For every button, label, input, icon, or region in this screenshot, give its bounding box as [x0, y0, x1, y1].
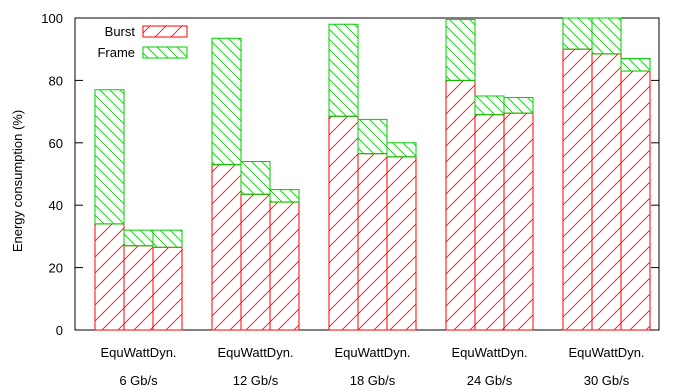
bar-burst-g2-b2 [240, 193, 271, 331]
bar-burst-g2-b3 [269, 201, 300, 331]
bar-burst-g4-b2 [474, 114, 505, 331]
bar-burst-g3-b2 [357, 153, 388, 331]
bar-burst-g5-b2 [591, 53, 622, 331]
bar-burst-g5-b3 [620, 70, 651, 331]
bar-frame-g5-b3 [620, 58, 651, 72]
x-group-label: 12 Gb/s [233, 373, 279, 388]
bar-frame-g4-b3 [503, 97, 534, 114]
y-tick-label: 80 [49, 73, 63, 88]
bar-frame-g1-b3 [152, 229, 183, 248]
bar-burst-g2-b1 [211, 164, 242, 331]
bar-frame-g2-b1 [211, 37, 242, 166]
bar-frame-g3-b3 [386, 142, 417, 158]
bar-frame-g5-b2 [591, 17, 622, 55]
bar-burst-g4-b3 [503, 112, 534, 331]
legend-swatch-frame [142, 46, 188, 59]
bars-layer [94, 17, 651, 331]
y-tick-label: 20 [49, 261, 63, 276]
bar-burst-g5-b1 [562, 48, 593, 331]
y-tick-label: 60 [49, 136, 63, 151]
x-group-label: 30 Gb/s [584, 373, 630, 388]
bar-burst-g1-b1 [94, 223, 125, 331]
bar-frame-g4-b2 [474, 95, 505, 116]
legend-label-burst: Burst [105, 24, 136, 39]
bar-frame-g3-b2 [357, 118, 388, 155]
legend-swatch-burst [142, 25, 188, 38]
y-tick-label: 40 [49, 198, 63, 213]
bar-burst-g1-b3 [152, 246, 183, 331]
x-group-label: 24 Gb/s [467, 373, 513, 388]
bar-frame-g5-b1 [562, 17, 593, 50]
bar-burst-g3-b3 [386, 156, 417, 331]
bar-frame-g3-b1 [328, 23, 359, 117]
x-group-label: 18 Gb/s [350, 373, 396, 388]
bar-frame-g1-b2 [123, 229, 154, 247]
y-tick-label: 100 [41, 11, 63, 26]
bar-frame-g2-b3 [269, 189, 300, 203]
bar-burst-g3-b1 [328, 115, 359, 331]
x-bar-labels: EquWattDyn. [217, 345, 293, 360]
bar-frame-g4-b1 [445, 19, 476, 81]
bar-burst-g1-b2 [123, 245, 154, 331]
bar-burst-g4-b1 [445, 79, 476, 331]
x-group-label: 6 Gb/s [119, 373, 158, 388]
legend: Burst Frame [97, 24, 188, 60]
legend-label-frame: Frame [97, 45, 135, 60]
x-bar-labels: EquWattDyn. [568, 345, 644, 360]
x-bar-labels: EquWattDyn. [100, 345, 176, 360]
x-bar-labels: EquWattDyn. [334, 345, 410, 360]
ticks-layer: 0 20 40 60 80 100 [41, 11, 659, 338]
y-tick-label: 0 [56, 323, 63, 338]
bar-frame-g2-b2 [240, 161, 271, 195]
bar-frame-g1-b1 [94, 89, 125, 225]
x-labels-layer: EquWattDyn. 6 Gb/s EquWattDyn. 12 Gb/s EquWa… [100, 345, 644, 388]
x-bar-labels: EquWattDyn. [451, 345, 527, 360]
y-axis-title: Energy consumption (%) [10, 110, 25, 252]
